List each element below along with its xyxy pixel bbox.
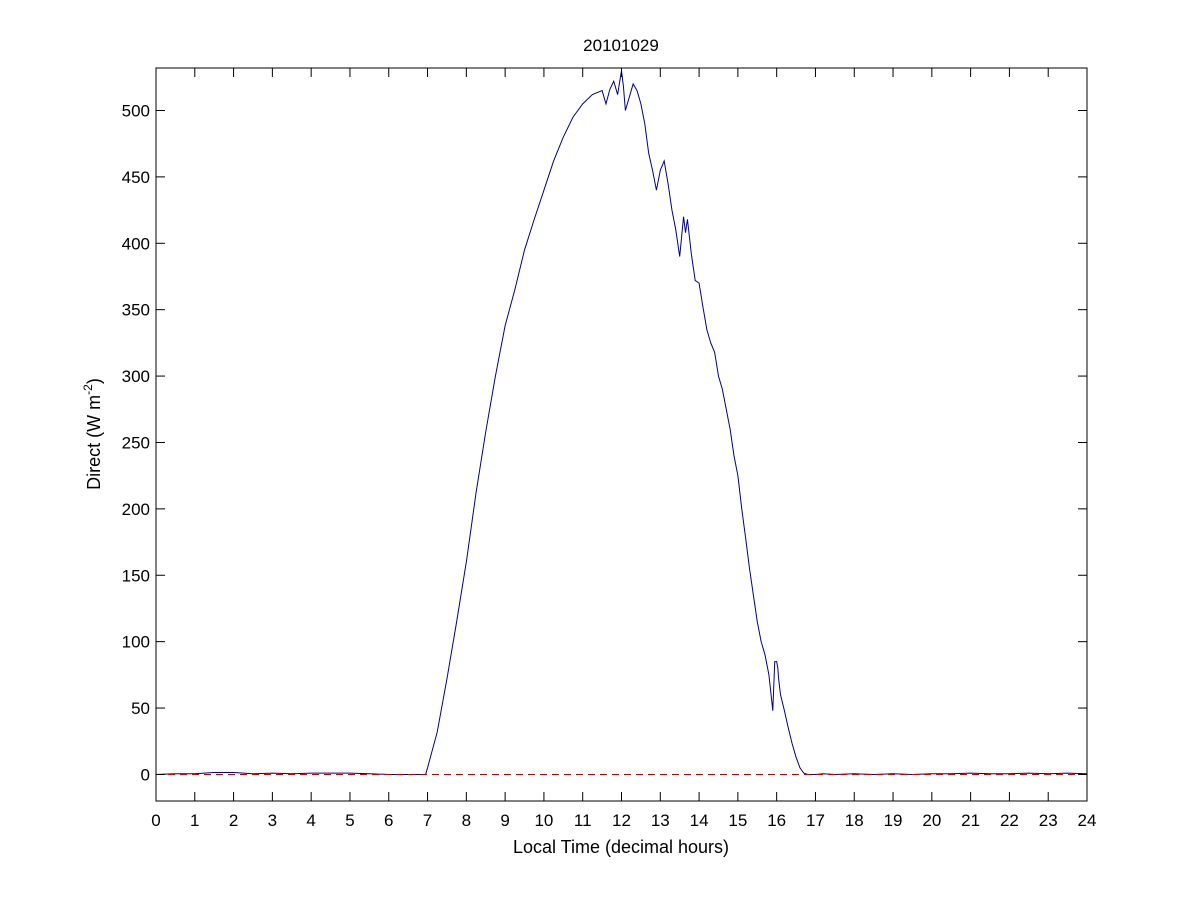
x-tick-label: 2 — [229, 811, 238, 830]
x-tick-label: 15 — [728, 811, 747, 830]
x-tick-label: 1 — [190, 811, 199, 830]
y-axis-label-superscript: -2 — [81, 384, 95, 395]
x-tick-label: 12 — [612, 811, 631, 830]
plot-layer — [156, 70, 1087, 775]
y-tick-label: 50 — [131, 699, 150, 718]
y-tick-label: 250 — [122, 433, 150, 452]
x-tick-label: 4 — [306, 811, 315, 830]
y-axis-label-suffix: ) — [84, 378, 104, 384]
x-tick-label: 11 — [574, 811, 592, 830]
x-tick-label: 10 — [534, 811, 553, 830]
x-tick-label: 21 — [961, 811, 980, 830]
y-tick-label: 100 — [122, 633, 150, 652]
y-tick-label: 300 — [122, 367, 150, 386]
x-tick-label: 20 — [922, 811, 941, 830]
x-tick-label: 8 — [462, 811, 471, 830]
chart-title: 20101029 — [583, 36, 659, 55]
x-tick-label: 19 — [884, 811, 903, 830]
x-axis-label: Local Time (decimal hours) — [513, 837, 729, 857]
x-tick-label: 17 — [806, 811, 825, 830]
x-tick-label: 9 — [500, 811, 509, 830]
x-tick-label: 14 — [690, 811, 709, 830]
y-tick-label: 400 — [122, 234, 150, 253]
x-tick-label: 13 — [651, 811, 670, 830]
y-axis-label-main: Direct (W m — [84, 395, 104, 490]
y-tick-label: 500 — [122, 101, 150, 120]
axes-box — [155, 67, 1088, 802]
y-tick-label: 200 — [122, 500, 150, 519]
x-tick-label: 18 — [845, 811, 864, 830]
x-tick-label: 6 — [384, 811, 393, 830]
y-tick-label: 0 — [141, 765, 150, 784]
series-line-1 — [156, 70, 1087, 775]
y-tick-label: 150 — [122, 566, 150, 585]
x-tick-label: 0 — [151, 811, 160, 830]
x-tick-label: 16 — [767, 811, 786, 830]
y-axis-label: Direct (W m-2) — [81, 378, 104, 490]
x-tick-label: 23 — [1039, 811, 1058, 830]
x-tick-label: 5 — [345, 811, 354, 830]
y-tick-label: 450 — [122, 168, 150, 187]
y-tick-label: 350 — [122, 301, 150, 320]
x-tick-label: 3 — [268, 811, 277, 830]
x-tick-label: 24 — [1078, 811, 1097, 830]
axes-layer: 0 1 2 3 4 5 6 7 8 9 10 11 12 13 14 15 16 17 18 19 20 21 22 23 24… — [122, 67, 1097, 830]
x-tick-label: 7 — [423, 811, 432, 830]
x-tick-label: 22 — [1000, 811, 1019, 830]
